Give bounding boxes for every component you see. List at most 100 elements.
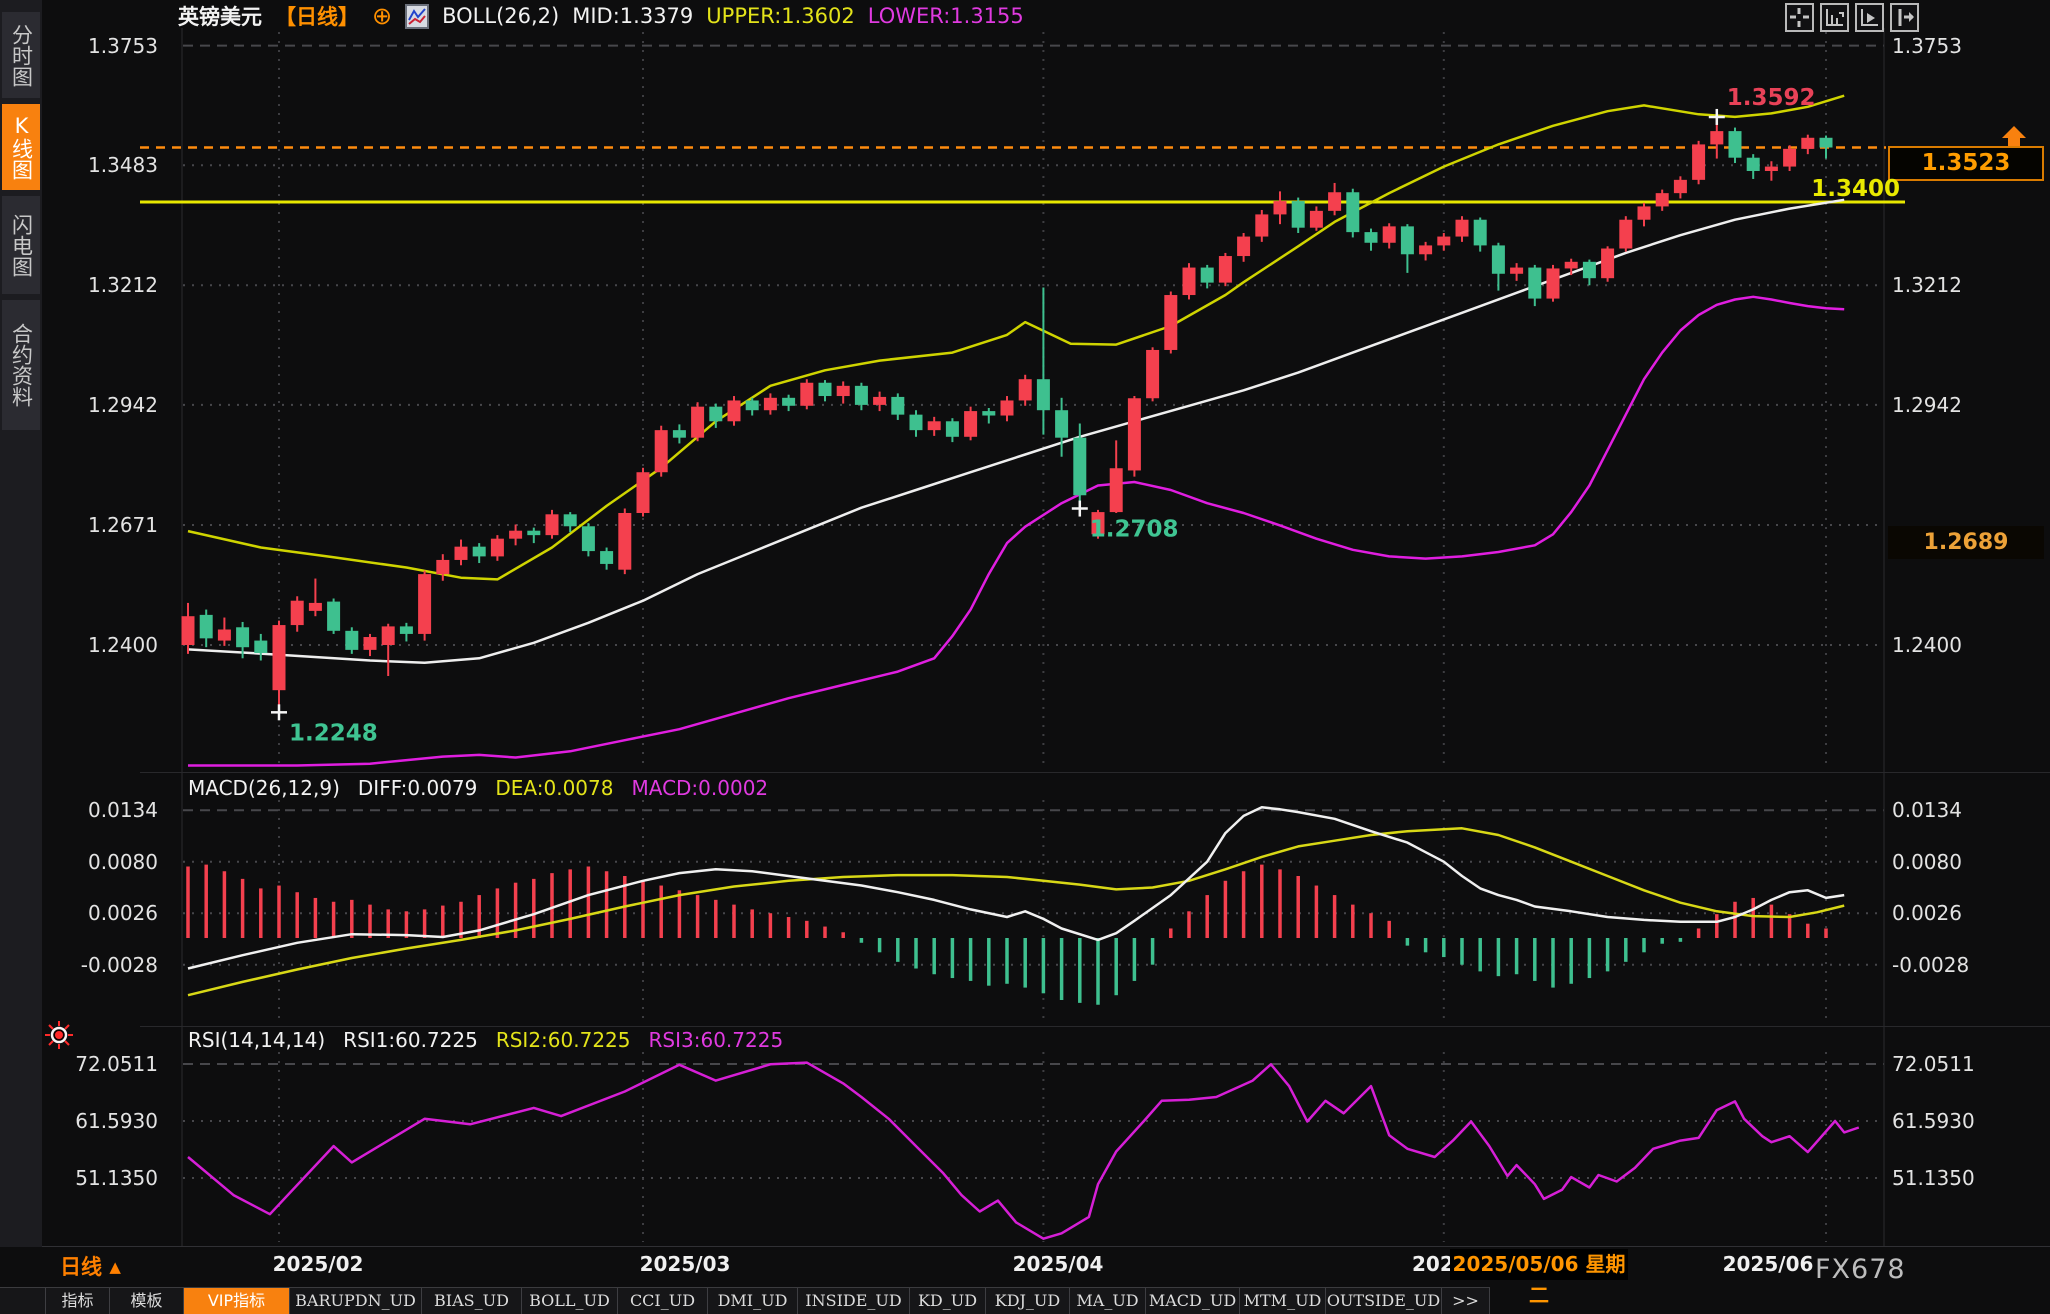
- watermark: FX678: [1815, 1254, 1906, 1285]
- move-crosshair-icon[interactable]: [1785, 3, 1814, 32]
- toolbar-item-kd_ud[interactable]: KD_UD: [910, 1288, 986, 1314]
- toolbar-item-[interactable]: >>: [1442, 1288, 1490, 1314]
- toolbar-item-mtm_ud[interactable]: MTM_UD: [1240, 1288, 1326, 1314]
- y-axis-tick: 0.0080: [1892, 849, 1962, 874]
- y-axis-tick: 1.2942: [88, 392, 158, 417]
- sidebar-tab-timeline[interactable]: 分时图: [2, 12, 40, 98]
- y-axis-tick: 51.1350: [1892, 1166, 1975, 1191]
- macd-title: MACD(26,12,9): [188, 776, 340, 800]
- toolbar-item-macd_ud[interactable]: MACD_UD: [1146, 1288, 1240, 1314]
- y-axis-tick: -0.0028: [80, 952, 158, 977]
- y-axis-tick: 0.0026: [88, 901, 158, 926]
- toolbar-item-ma_ud[interactable]: MA_UD: [1070, 1288, 1146, 1314]
- reference-lines-layer: [140, 146, 1905, 204]
- add-indicator-icon[interactable]: ⊕: [372, 2, 393, 30]
- chart-style-icon[interactable]: [405, 3, 430, 29]
- x-axis-label: 2025/02: [272, 1252, 364, 1276]
- sidebar-tab-contract-info[interactable]: 合约资料: [2, 300, 40, 430]
- current-price-box: 1.3523: [1888, 146, 2044, 181]
- pane-divider: [140, 1026, 2050, 1027]
- sidebar-tab-label: 合约资料: [9, 323, 34, 407]
- rsi1-value: RSI1:60.7225: [343, 1028, 478, 1052]
- macd-macd-value: MACD:0.0002: [631, 776, 769, 800]
- boll-label: BOLL(26,2): [442, 4, 560, 28]
- alarm-icon[interactable]: [44, 1020, 74, 1054]
- x-axis-partial-label: 202: [1412, 1252, 1454, 1276]
- extreme-price-label: 1.3592: [1727, 85, 1816, 111]
- axis-play-icon[interactable]: [1855, 3, 1884, 32]
- axis-bars-icon[interactable]: [1820, 3, 1849, 32]
- x-axis-label: 2025/04: [1012, 1252, 1104, 1276]
- y-axis-tick: 1.3753: [88, 33, 158, 58]
- hline-price-label: 1.3400: [1811, 176, 1900, 202]
- rsi3-value: RSI3:60.7225: [648, 1028, 784, 1052]
- y-axis-tick: 0.0134: [88, 798, 158, 823]
- x-axis-label: 2025/03: [639, 1252, 731, 1276]
- y-axis-tick: 61.5930: [75, 1109, 158, 1134]
- period-selector-label: 日线: [60, 1255, 102, 1279]
- y-axis-tick: 72.0511: [75, 1052, 158, 1076]
- y-axis-tick: 1.3212: [1892, 273, 1962, 298]
- candles-layer: [181, 116, 1833, 713]
- sidebar-tab-label: 分时图: [9, 23, 34, 87]
- y-axis-tick: 0.0080: [88, 849, 158, 874]
- x-axis-label: 2025/06: [1722, 1252, 1814, 1276]
- pane-divider: [140, 772, 2050, 773]
- symbol-name: 英镑美元: [178, 5, 262, 29]
- y-axis-tick: 1.2671: [88, 512, 158, 537]
- period-selector[interactable]: 日线 ▲: [60, 1251, 121, 1281]
- y-axis-tick: 51.1350: [75, 1166, 158, 1191]
- y-axis-tick: 1.2942: [1892, 392, 1962, 417]
- gridlines-layer: [181, 28, 1885, 1246]
- rsi-header: RSI(14,14,14) RSI1:60.7225 RSI2:60.7225 …: [188, 1028, 783, 1052]
- crosshair-date-box: 2025/05/06 星期二: [1450, 1249, 1628, 1307]
- toolbar-item-[interactable]: 模板: [110, 1288, 184, 1314]
- extreme-price-label: 1.2708: [1090, 517, 1179, 543]
- rsi-layer: [187, 1061, 1860, 1240]
- y-axis-tick: 1.3483: [88, 153, 158, 178]
- toolbar-spacer: [0, 1288, 46, 1314]
- toolbar-item-vip[interactable]: VIP指标: [184, 1288, 290, 1314]
- y-axis-tick: 1.2400: [88, 633, 158, 657]
- low-price-tag: 1.2689: [1888, 526, 2044, 559]
- indicator-toolbar: 指标 模板 VIP指标 BARUPDN_UD BIAS_UD BOLL_UD CCI_UD D…: [0, 1287, 1490, 1314]
- period-selector-arrow-icon: ▲: [109, 1258, 121, 1276]
- exit-panel-icon[interactable]: [1890, 3, 1919, 32]
- toolbar-item-kdj_ud[interactable]: KDJ_UD: [986, 1288, 1070, 1314]
- y-axis-tick: 1.2400: [1892, 633, 1962, 657]
- sidebar-tab-label: K线图: [9, 114, 34, 180]
- sidebar-tab-lightning[interactable]: 闪电图: [2, 196, 40, 294]
- toolbar-item-[interactable]: 指标: [46, 1288, 110, 1314]
- y-axis-tick: 1.3753: [1892, 33, 1962, 58]
- toolbar-item-dmi_ud[interactable]: DMI_UD: [708, 1288, 798, 1314]
- left-sidebar: 分时图 K线图 闪电图 合约资料: [0, 0, 42, 1247]
- rsi2-value: RSI2:60.7225: [495, 1028, 631, 1052]
- y-axis-tick: 0.0026: [1892, 901, 1962, 926]
- boll-mid-value: MID:1.3379: [572, 4, 694, 28]
- period-tag[interactable]: 【日线】: [275, 5, 359, 29]
- y-axis-tick: 1.3212: [88, 273, 158, 298]
- boll-lower-value: LOWER:1.3155: [867, 4, 1024, 28]
- rsi-title: RSI(14,14,14): [188, 1028, 326, 1052]
- sidebar-tab-label: 闪电图: [9, 213, 34, 277]
- y-axis-tick: 0.0134: [1892, 798, 1962, 823]
- macd-layer: [186, 806, 1845, 1005]
- sidebar-tab-kline[interactable]: K线图: [2, 104, 40, 190]
- toolbar-item-inside_ud[interactable]: INSIDE_UD: [798, 1288, 910, 1314]
- price-annotations-layer: 1.3592 1.2708 1.2248: [271, 85, 1816, 746]
- y-axis-tick: 72.0511: [1892, 1052, 1975, 1076]
- bollinger-bands-layer: [187, 94, 1845, 767]
- toolbar-item-cci_ud[interactable]: CCI_UD: [618, 1288, 708, 1314]
- y-axis-tick: -0.0028: [1892, 952, 1970, 977]
- toolbar-item-barupdn_ud[interactable]: BARUPDN_UD: [290, 1288, 422, 1314]
- macd-diff-value: DIFF:0.0079: [357, 776, 478, 800]
- boll-upper-value: UPPER:1.3602: [706, 4, 855, 28]
- macd-dea-value: DEA:0.0078: [495, 776, 614, 800]
- macd-header: MACD(26,12,9) DIFF:0.0079 DEA:0.0078 MAC…: [188, 776, 768, 800]
- toolbar-item-outside_ud[interactable]: OUTSIDE_UD: [1326, 1288, 1442, 1314]
- toolbar-item-boll_ud[interactable]: BOLL_UD: [522, 1288, 618, 1314]
- pane-divider: [0, 1246, 2050, 1247]
- toolbar-item-bias_ud[interactable]: BIAS_UD: [422, 1288, 522, 1314]
